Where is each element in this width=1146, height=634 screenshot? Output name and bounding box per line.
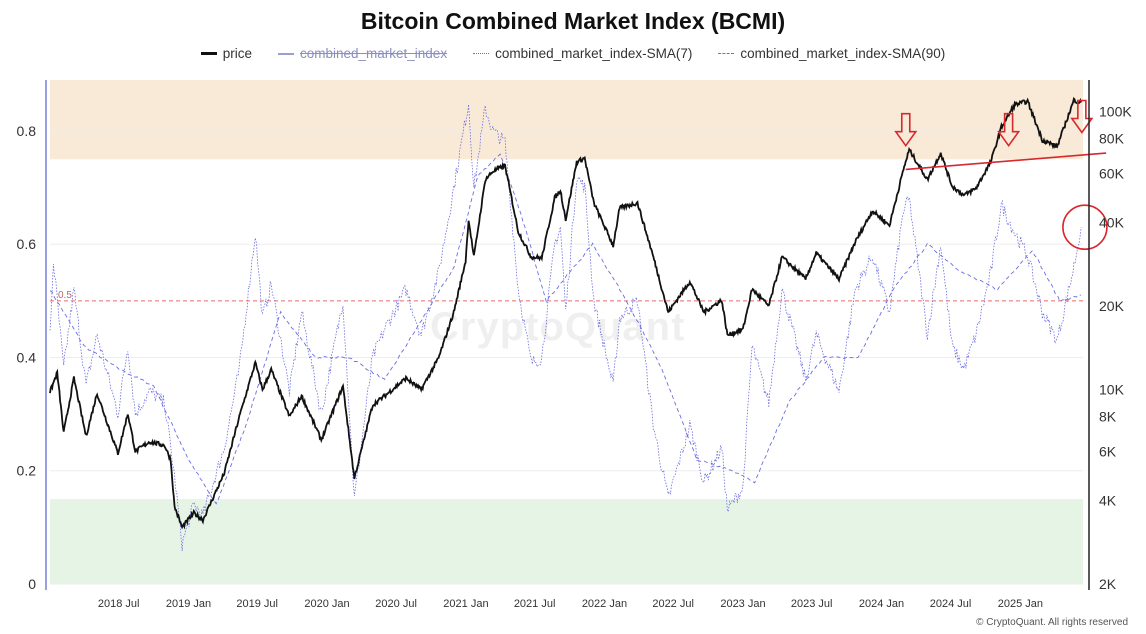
legend-label-sma7: combined_market_index-SMA(7): [495, 46, 693, 61]
legend-swatch-sma90: [718, 53, 735, 54]
x-tick-12: 2024 Jul: [930, 598, 972, 610]
x-tick-4: 2020 Jul: [375, 598, 417, 610]
legend: price combined_market_index combined_mar…: [0, 46, 1146, 61]
copyright: © CryptoQuant. All rights reserved: [976, 617, 1128, 628]
x-tick-5: 2021 Jan: [443, 598, 488, 610]
x-tick-13: 2025 Jan: [998, 598, 1043, 610]
y-right-tick-2: 6K: [1099, 443, 1117, 459]
annotation-arrow-0: [894, 112, 918, 148]
y-right-tick-8: 80K: [1099, 131, 1125, 147]
legend-swatch-sma7: [473, 53, 490, 54]
axes-layer: 0 0.2 0.4 0.6 0.8 2K 4K 6K 8K 10K 20K 40K 60K 80K 100K…: [17, 80, 1132, 610]
reference-line-label: 0.5: [58, 290, 72, 301]
y-right-tick-5: 20K: [1099, 298, 1125, 314]
y-right-tick-3: 8K: [1099, 409, 1117, 425]
x-tick-8: 2022 Jul: [652, 598, 694, 610]
annotation-arrow-1: [997, 112, 1021, 148]
series-sma7: [49, 104, 1082, 552]
band-1: [50, 499, 1083, 584]
chart-title: Bitcoin Combined Market Index (BCMI): [360, 8, 786, 34]
x-tick-0: 2018 Jul: [98, 598, 140, 610]
y-left-tick-0: 0: [28, 576, 36, 592]
legend-label-price: price: [222, 46, 252, 61]
y-right-tick-4: 10K: [1099, 382, 1125, 398]
bands-layer: [50, 80, 1083, 584]
band-0: [50, 80, 1083, 160]
y-left-tick-3: 0.6: [17, 236, 37, 252]
x-tick-7: 2022 Jan: [582, 598, 627, 610]
x-tick-1: 2019 Jan: [166, 598, 211, 610]
y-right-tick-1: 4K: [1099, 492, 1117, 508]
y-right-tick-0: 2K: [1099, 576, 1117, 592]
y-left-tick-4: 0.8: [17, 123, 37, 139]
legend-label-sma90: combined_market_index-SMA(90): [740, 46, 946, 61]
x-tick-11: 2024 Jan: [859, 598, 904, 610]
annotation-arrow-2: [1070, 99, 1094, 134]
legend-item-price[interactable]: price: [200, 46, 252, 61]
annotation-layer: [894, 99, 1108, 251]
x-tick-9: 2023 Jan: [720, 598, 765, 610]
legend-swatch-price: [200, 52, 217, 55]
series-layer: [49, 96, 1082, 552]
legend-label-cmi: combined_market_index: [299, 46, 448, 61]
x-tick-6: 2021 Jul: [514, 598, 556, 610]
series-sma90: [49, 153, 1082, 505]
y-left-tick-2: 0.4: [17, 349, 37, 365]
x-tick-10: 2023 Jul: [791, 598, 833, 610]
y-right-tick-9: 100K: [1099, 104, 1132, 120]
x-tick-2: 2019 Jul: [236, 598, 278, 610]
annotation-circle: [1062, 204, 1108, 251]
reference-layer: 0.5: [50, 290, 1083, 302]
x-tick-3: 2020 Jan: [304, 598, 349, 610]
y-left-tick-1: 0.2: [17, 463, 37, 479]
legend-item-cmi[interactable]: combined_market_index: [277, 46, 448, 61]
legend-swatch-cmi: [277, 52, 294, 55]
legend-item-sma90[interactable]: combined_market_index-SMA(90): [718, 46, 945, 61]
legend-item-sma7[interactable]: combined_market_index-SMA(7): [473, 46, 692, 61]
y-right-tick-7: 60K: [1099, 165, 1125, 181]
y-right-tick-6: 40K: [1099, 214, 1125, 230]
annotation-trend-line: [905, 152, 1107, 171]
series-price: [49, 96, 1082, 530]
watermark: CryptoQuant: [430, 305, 686, 349]
